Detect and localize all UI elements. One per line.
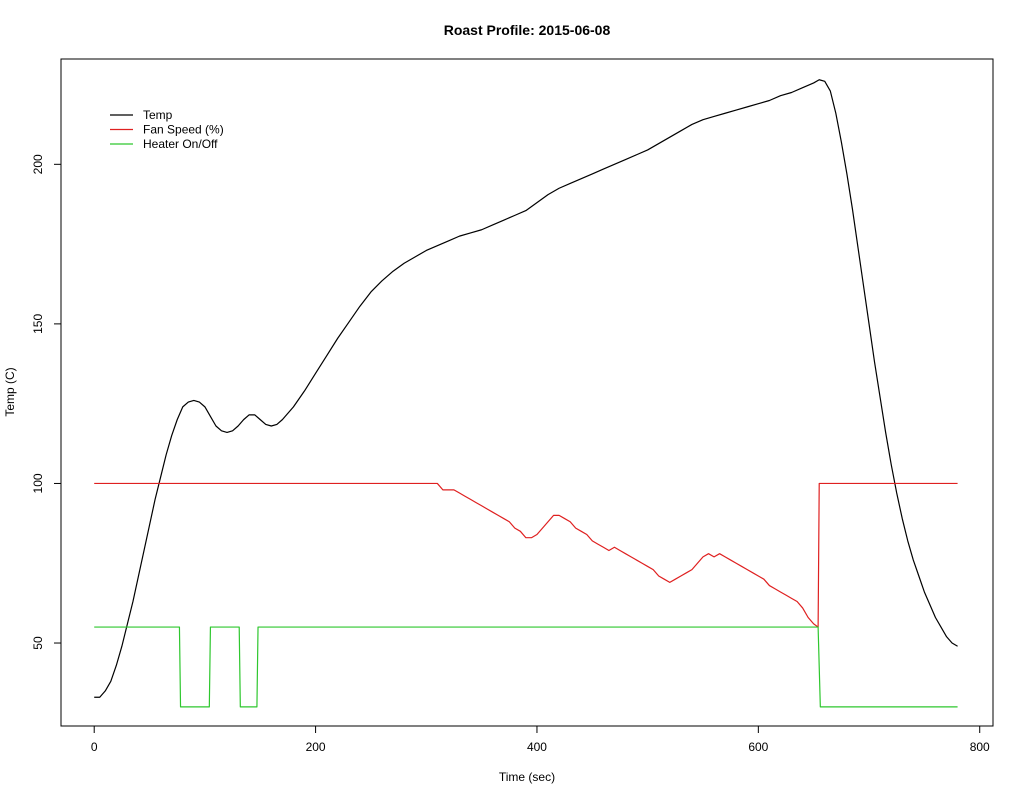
series-line-heater-on-off [94,626,958,708]
y-tick-label: 150 [31,314,45,334]
x-tick-label: 200 [306,740,326,754]
y-tick-label: 200 [31,154,45,174]
y-axis-title: Temp (C) [3,367,17,416]
series-line-temp [94,79,958,698]
series-layer [94,79,958,708]
plot-frame [60,58,994,727]
series-line-fan-speed [94,482,958,628]
legend-label: Fan Speed (%) [143,123,224,137]
legend-label: Heater On/Off [143,137,218,151]
y-axis: 50 100 150 200 [31,154,62,650]
y-tick-label: 50 [31,636,45,650]
x-tick-label: 400 [527,740,547,754]
chart-title: Roast Profile: 2015-06-08 [444,22,611,38]
y-tick-label: 100 [31,473,45,493]
legend-label: Temp [143,108,173,122]
x-tick-label: 800 [970,740,990,754]
x-tick-label: 0 [91,740,98,754]
x-tick-label: 600 [748,740,768,754]
x-axis: 0 200 400 600 800 [91,725,990,754]
x-axis-title: Time (sec) [499,770,555,784]
